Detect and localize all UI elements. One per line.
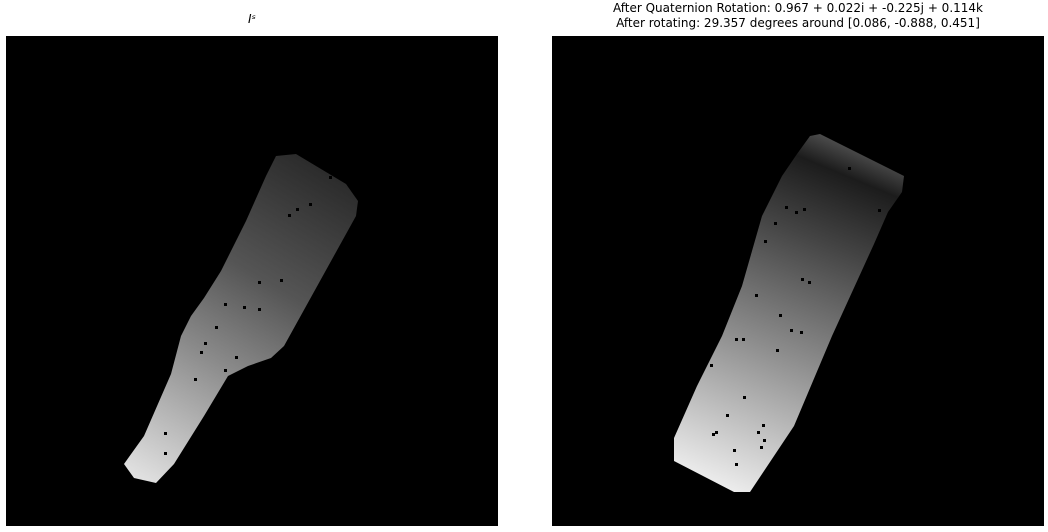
left-depth-image — [6, 36, 498, 526]
noise-dots — [710, 167, 881, 466]
right-panel-title-line2: After rotating: 29.357 degrees around [0… — [616, 16, 980, 30]
left-panel-title: Iˢ — [247, 12, 256, 26]
noise-dots — [164, 176, 332, 455]
rotated-bottle-shape — [674, 134, 904, 492]
bottle-shape — [124, 154, 358, 483]
right-panel-title-line1: After Quaternion Rotation: 0.967 + 0.022… — [612, 1, 983, 15]
right-depth-image — [552, 36, 1044, 526]
rotated-depth-render — [674, 134, 904, 492]
bottle-depth-render — [124, 154, 358, 483]
